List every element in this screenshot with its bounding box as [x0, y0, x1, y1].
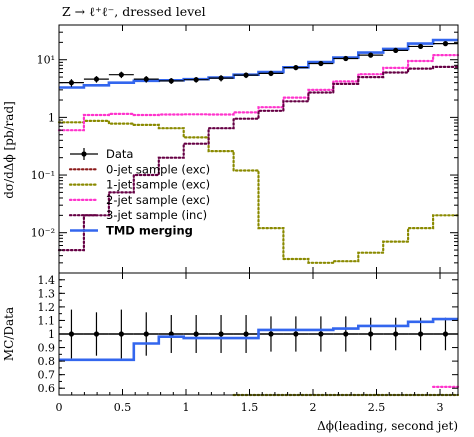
legend-label: 1-jet sample (exc)	[106, 178, 210, 192]
series-line-5	[59, 38, 458, 89]
x-tick-label: 0.5	[114, 401, 132, 414]
series-line-3	[57, 54, 460, 132]
ratio-data-point	[193, 331, 199, 337]
plot-title: Z → ℓ⁺ℓ⁻, dressed level	[62, 4, 206, 19]
series-line-2	[57, 119, 460, 264]
y-axis-title: dσ/dΔϕ [pb/rad]	[2, 101, 16, 199]
ratio-data-point	[393, 331, 399, 337]
ratio-data-point	[293, 331, 299, 337]
ratio-data-point	[268, 331, 274, 337]
ratio-y-tick-label: 1.4	[38, 274, 56, 287]
ratio-data-point	[343, 331, 349, 337]
x-axis-title: Δϕ(leading, second jet)	[317, 419, 458, 433]
legend-label: 3-jet sample (inc)	[106, 208, 207, 222]
legend-label: Data	[106, 147, 133, 161]
data-point	[268, 70, 274, 76]
legend-swatch-marker	[81, 151, 87, 157]
data-point	[168, 78, 174, 84]
x-tick-label: 1.5	[241, 401, 259, 414]
y-tick-label: 10⁻²	[31, 227, 55, 240]
data-point	[417, 43, 424, 50]
data-point	[318, 60, 324, 67]
ratio-y-tick-label: 0.9	[38, 342, 56, 355]
legend-label: 2-jet sample (exc)	[106, 193, 210, 207]
ratio-data-point	[168, 331, 174, 337]
series-line-4	[57, 65, 460, 252]
ratio-data-point	[143, 331, 149, 337]
data-point	[368, 52, 374, 58]
ratio-y-tick-label: 1	[48, 328, 55, 341]
ratio-data-point	[218, 331, 224, 337]
legend-label: 0-jet sample (exc)	[106, 162, 210, 176]
data-point	[218, 75, 224, 81]
data-point	[93, 76, 100, 82]
data-point	[193, 77, 199, 83]
ratio-y-axis-title: MC/Data	[2, 307, 16, 361]
data-point	[243, 72, 249, 78]
ratio-y-tick-label: 0.8	[38, 355, 56, 368]
ratio-data-point	[93, 331, 100, 337]
x-tick-label: 1	[183, 401, 190, 414]
legend-label: TMD merging	[106, 224, 193, 238]
ratio-data-point	[417, 331, 424, 337]
main-panel: Z → ℓ⁺ℓ⁻, dressed level 10¹ 1 10⁻¹ 10⁻² dσ/…	[2, 4, 460, 274]
ratio-panel: 0 0.5 1 1.5 2 2.5 30.60.70.80.911.11.21.31.4 M…	[2, 272, 460, 433]
ratio-data-point	[243, 331, 249, 337]
ratio-y-tick-label: 0.7	[38, 369, 56, 382]
x-tick-label: 3	[437, 401, 444, 414]
ratio-data-point	[318, 331, 324, 337]
data-point	[343, 55, 349, 62]
ratio-data-point	[118, 331, 124, 337]
x-tick-label: 2	[310, 401, 317, 414]
data-point	[68, 80, 75, 86]
y-tick-label: 10⁻¹	[31, 169, 55, 182]
x-tick-label: 2.5	[368, 401, 386, 414]
ratio-data-point	[68, 331, 75, 337]
x-tick-label: 0	[56, 401, 63, 414]
data-point	[293, 64, 299, 71]
ratio-data-point	[442, 331, 449, 337]
ratio-y-tick-label: 1.1	[38, 314, 56, 327]
ratio-y-tick-label: 1.2	[38, 301, 56, 314]
data-point	[143, 76, 149, 82]
ratio-y-tick-label: 1.3	[38, 287, 56, 300]
ratio-series-line-3	[59, 317, 458, 362]
data-point	[442, 41, 449, 47]
ratio-y-tick-label: 0.6	[38, 382, 56, 395]
data-point	[118, 72, 124, 78]
y-tick-label: 1	[48, 111, 55, 124]
y-tick-label: 10¹	[37, 54, 55, 67]
ratio-data-point	[368, 331, 374, 337]
data-point	[393, 47, 399, 54]
